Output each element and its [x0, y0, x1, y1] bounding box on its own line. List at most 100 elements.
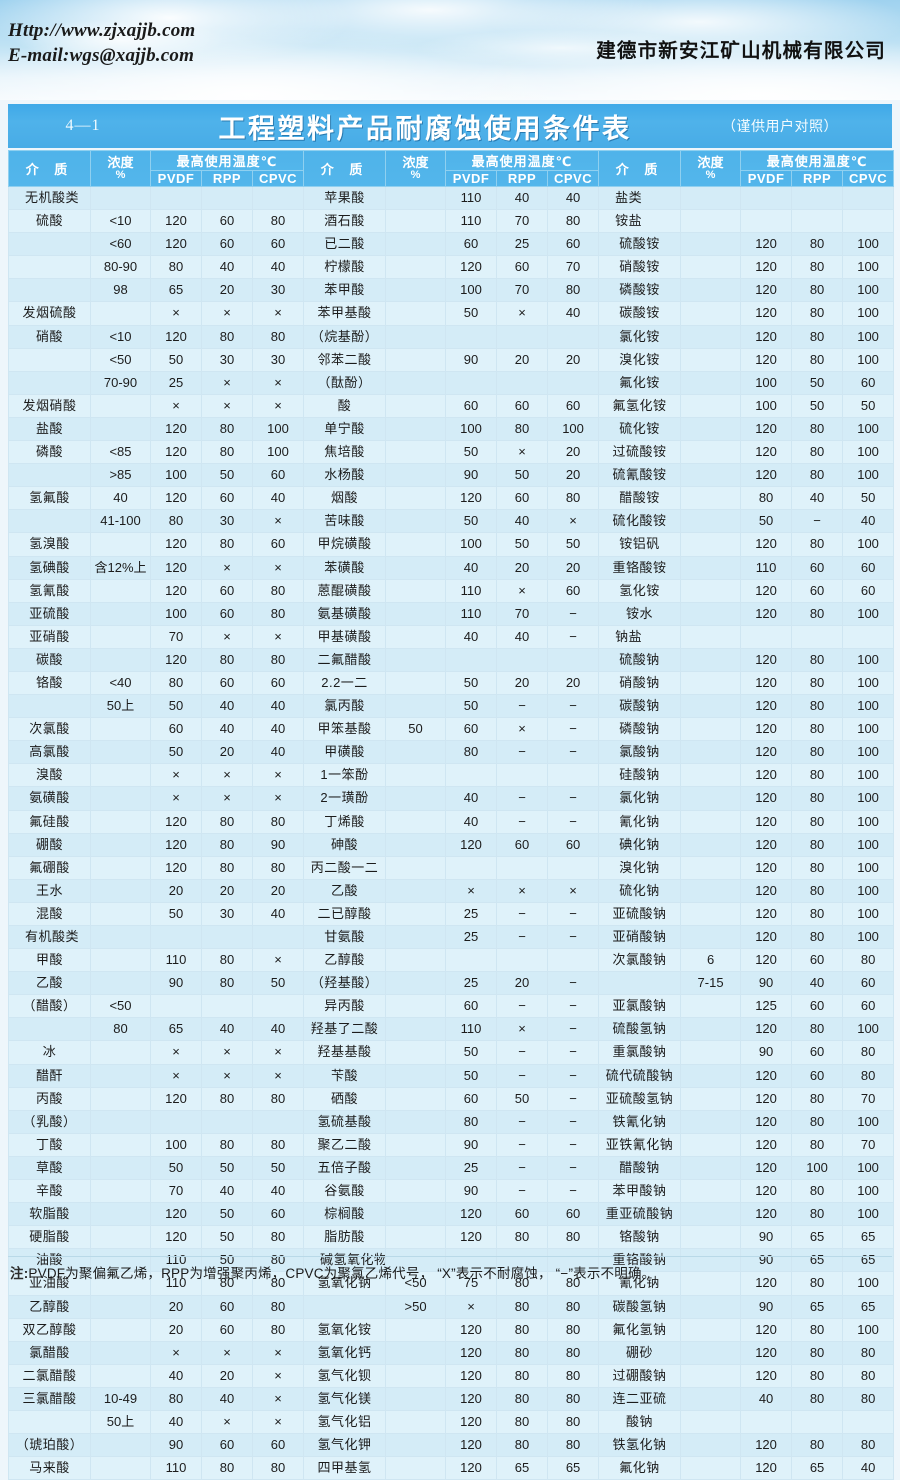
cell-rpp: 100 [791, 1155, 844, 1181]
cell-media: 碘化钠 [598, 832, 682, 857]
cell-pvdf: 120 [445, 1456, 498, 1480]
cell-rpp: 40 [791, 486, 844, 511]
cell-media: 发烟硝酸 [8, 393, 91, 418]
cell-rpp: × [201, 1063, 253, 1088]
cell-concentration [385, 924, 447, 950]
cell-media: 邻苯二酸 [303, 347, 387, 372]
cell-media: 硼酸 [8, 832, 91, 857]
cell-pvdf: 50 [445, 440, 498, 465]
cell-pvdf: × [150, 393, 202, 418]
cell-cpvc: 80 [251, 1317, 305, 1342]
cell-concentration [385, 1063, 447, 1088]
header-conc-2: 浓度% [385, 150, 447, 187]
cell-pvdf: 65 [150, 278, 202, 303]
cell-rpp: 70 [496, 209, 549, 234]
cell-rpp: − [496, 924, 549, 950]
cell-pvdf: 120 [150, 232, 202, 257]
cell-media: 过硼酸钠 [598, 1363, 682, 1388]
cell-pvdf: 120 [150, 1202, 202, 1227]
cell-concentration [90, 624, 151, 649]
cell-rpp: 60 [201, 670, 253, 696]
cell-rpp: 40 [201, 694, 253, 719]
cell-concentration [680, 647, 742, 672]
cell-concentration [90, 1155, 151, 1181]
cell-pvdf: × [150, 786, 202, 811]
table-header: 介 质 浓度% 最高使用温度℃ 介 质 浓度% 最高使用温度℃ 介 质 浓度% … [8, 150, 895, 187]
cell-pvdf: 50 [445, 1063, 498, 1088]
cell-pvdf: 120 [150, 647, 202, 672]
cell-cpvc: 70 [842, 1086, 895, 1111]
cell-rpp: 80 [791, 740, 844, 765]
cell-pvdf: 120 [150, 532, 202, 557]
cell-rpp: − [496, 1155, 549, 1181]
cell-rpp: 80 [496, 1363, 549, 1388]
cell-concentration: 10-49 [90, 1386, 151, 1411]
cell-concentration: 80-90 [90, 255, 151, 280]
cell-concentration: 50上 [90, 694, 151, 719]
cell-media: 亚硫酸氢钠 [598, 1086, 682, 1111]
cell-pvdf [740, 185, 793, 211]
cell-concentration [90, 301, 151, 326]
cell-concentration [90, 1456, 151, 1480]
table-row: 亚硝酸 70 × × 甲基磺酸 40 40− 钠盐 [8, 624, 895, 649]
header-conc-3: 浓度% [680, 150, 742, 187]
cell-rpp: × [201, 555, 253, 580]
cell-pvdf: 50 [740, 509, 793, 534]
cell-pvdf [150, 994, 202, 1019]
cell-media: 氰化钠 [598, 809, 682, 834]
cell-concentration [90, 185, 151, 211]
cell-pvdf: 120 [150, 209, 202, 234]
cell-media: 过硫酸铵 [598, 440, 682, 465]
cell-concentration [680, 255, 742, 280]
cell-pvdf: 50 [150, 347, 202, 372]
table-row: 铬酸 <40 80 60 60 2.2一二 50 20 20 硝酸钠 120 80 100 [8, 670, 895, 696]
cell-concentration: 6 [680, 948, 742, 973]
cell-concentration [385, 347, 447, 372]
cell-concentration [680, 740, 742, 765]
cell-rpp: 20 [496, 971, 549, 996]
cell-concentration [385, 809, 447, 834]
cell-rpp: 80 [791, 1017, 844, 1042]
cell-cpvc: 100 [842, 301, 895, 326]
cell-cpvc: 100 [842, 901, 895, 927]
cell-rpp: 50 [496, 1086, 549, 1111]
cell-pvdf: 80 [150, 509, 202, 534]
cell-cpvc: 80 [547, 1386, 600, 1411]
cell-pvdf [445, 948, 498, 973]
cell-cpvc: 100 [842, 1109, 895, 1134]
cell-pvdf: 125 [740, 994, 793, 1019]
cell-media: 硝酸 [8, 324, 91, 349]
cell-media: 二已醇酸 [303, 901, 387, 927]
cell-cpvc: 80 [251, 1132, 305, 1157]
cell-concentration [385, 486, 447, 511]
cell-rpp: − [496, 1179, 549, 1204]
cell-rpp: 20 [496, 670, 549, 696]
table-row: 98 65 20 30 苯甲酸 100 70 80 磷酸铵 120 80 100 [8, 278, 895, 303]
cell-pvdf: 120 [740, 1017, 793, 1042]
cell-rpp: 80 [496, 1386, 549, 1411]
cell-rpp: 80 [201, 971, 253, 996]
cell-media: 氢氧化铵 [303, 1317, 387, 1342]
cell-cpvc: 100 [842, 670, 895, 696]
cell-rpp: 65 [791, 1294, 844, 1319]
website-text: Http://www.zjxajjb.com [8, 20, 196, 41]
cell-concentration [385, 555, 447, 580]
cell-concentration [680, 440, 742, 465]
footer-note-text: PVDF为聚偏氟乙烯，RPP为增强聚丙烯，CPVC为聚氯乙烯代号， “X”表示不… [28, 1266, 656, 1281]
cell-pvdf: 50 [150, 901, 202, 927]
header-rpp-3: RPP [791, 170, 844, 187]
cell-pvdf: 120 [740, 601, 793, 626]
cell-cpvc: 65 [547, 1456, 600, 1480]
cell-rpp: 80 [791, 1340, 844, 1365]
cell-concentration [680, 670, 742, 696]
cell-media: 氢硫基酸 [303, 1109, 387, 1134]
cell-rpp: 60 [496, 832, 549, 857]
cell-media: 甲酸 [8, 948, 91, 973]
cell-cpvc: 30 [251, 278, 305, 303]
cell-pvdf: 70 [150, 1179, 202, 1204]
cell-rpp [496, 647, 549, 672]
cell-pvdf: 120 [740, 670, 793, 696]
cell-rpp [496, 763, 549, 788]
cell-media: （乳酸） [8, 1109, 91, 1134]
